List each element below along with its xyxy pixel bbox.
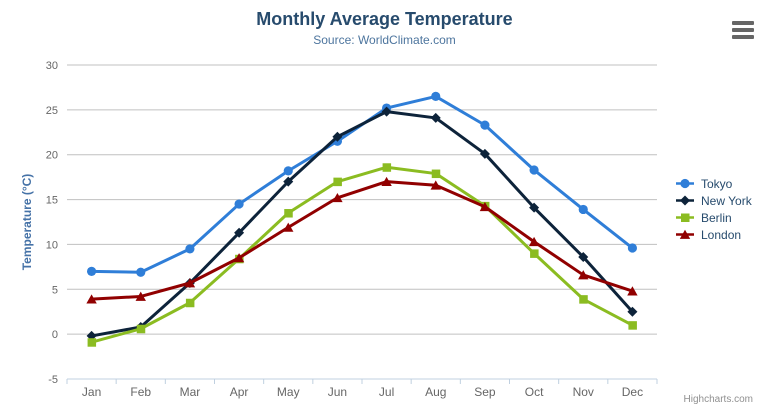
data-point-berlin[interactable]: [431, 169, 441, 179]
x-axis-label: May: [277, 385, 300, 399]
data-point-berlin[interactable]: [136, 324, 146, 334]
data-point-tokyo[interactable]: [283, 166, 293, 176]
data-point-berlin[interactable]: [333, 177, 342, 187]
series-line-new-york: [90, 110, 634, 338]
data-point-new-york[interactable]: [529, 202, 540, 213]
data-point-berlin[interactable]: [382, 163, 392, 172]
data-point-london[interactable]: [135, 291, 146, 301]
x-axis-label: Mar: [180, 385, 201, 399]
data-point-london[interactable]: [528, 236, 540, 247]
series-line-london: [90, 180, 634, 301]
legend-item-new-york[interactable]: New York: [676, 192, 752, 209]
y-axis-label: 10: [46, 239, 58, 251]
legend-label: Berlin: [701, 210, 732, 225]
chart-subtitle: Source: WorldClimate.com: [313, 33, 456, 47]
data-point-berlin[interactable]: [284, 209, 293, 218]
x-axis-label: Oct: [525, 385, 544, 399]
y-axis-label: 20: [46, 150, 58, 162]
legend-symbol: [680, 178, 690, 189]
data-point-new-york[interactable]: [430, 112, 441, 123]
x-axis-label: Apr: [230, 385, 249, 399]
legend-label: London: [701, 227, 742, 242]
data-point-tokyo[interactable]: [234, 199, 244, 209]
data-point-tokyo[interactable]: [480, 120, 490, 130]
y-axis-label: 0: [52, 329, 58, 341]
legend-symbol: [681, 213, 690, 222]
legend-label: Tokyo: [701, 176, 733, 191]
data-point-tokyo[interactable]: [86, 266, 97, 276]
x-axis-label: Feb: [130, 385, 151, 399]
data-point-london[interactable]: [479, 201, 491, 212]
legend-symbol: [679, 229, 691, 239]
x-axis-label: Jun: [328, 385, 347, 399]
data-point-london[interactable]: [627, 286, 638, 296]
data-point-new-york[interactable]: [283, 176, 294, 187]
data-point-tokyo[interactable]: [578, 204, 588, 215]
data-point-new-york[interactable]: [332, 131, 343, 142]
data-point-london[interactable]: [86, 294, 97, 304]
x-axis-label: Sep: [474, 385, 496, 399]
credits-link[interactable]: Highcharts.com: [683, 394, 753, 405]
data-point-new-york[interactable]: [381, 106, 392, 117]
y-axis-label: 15: [46, 195, 58, 207]
data-point-tokyo[interactable]: [529, 165, 539, 175]
x-axis-label: Jan: [82, 385, 101, 399]
x-axis-label: Nov: [573, 385, 594, 399]
legend-item-london[interactable]: London: [676, 226, 752, 243]
data-point-berlin[interactable]: [628, 321, 637, 330]
data-point-berlin[interactable]: [579, 295, 588, 304]
x-axis-label: Dec: [622, 385, 643, 399]
y-axis-label: 5: [52, 284, 58, 296]
data-point-tokyo[interactable]: [185, 244, 195, 254]
legend-label: New York: [701, 193, 752, 208]
legend-marker-square-icon: [676, 213, 694, 222]
data-point-london[interactable]: [184, 278, 196, 288]
data-point-berlin[interactable]: [530, 249, 539, 258]
y-axis-label: -5: [48, 374, 58, 386]
legend-symbol: [680, 195, 690, 206]
hamburger-icon: [732, 35, 754, 39]
legend-item-tokyo[interactable]: Tokyo: [676, 175, 752, 192]
data-point-tokyo[interactable]: [627, 243, 638, 253]
legend-marker-diamond-icon: [676, 195, 694, 206]
data-point-london[interactable]: [578, 270, 589, 280]
y-axis-label: 30: [46, 60, 58, 72]
data-point-london[interactable]: [381, 176, 392, 187]
data-point-london[interactable]: [233, 253, 245, 263]
legend-item-berlin[interactable]: Berlin: [676, 209, 752, 226]
legend: Tokyo New York Berlin London: [676, 175, 752, 243]
data-point-tokyo[interactable]: [136, 267, 146, 277]
data-point-new-york[interactable]: [234, 227, 245, 238]
y-axis-title: Temperature (°C): [20, 173, 34, 271]
export-menu-button[interactable]: [732, 21, 756, 39]
data-point-new-york[interactable]: [578, 251, 589, 262]
hamburger-icon: [732, 21, 754, 25]
x-axis-label: Aug: [425, 385, 446, 399]
data-point-berlin[interactable]: [87, 338, 97, 347]
x-axis-label: Jul: [379, 385, 394, 399]
chart-title: Monthly Average Temperature: [256, 9, 513, 29]
data-point-tokyo[interactable]: [431, 91, 441, 101]
y-axis-label: 25: [46, 105, 58, 117]
hamburger-icon: [732, 28, 754, 32]
data-point-london[interactable]: [430, 180, 441, 190]
legend-marker-triangle-icon: [676, 229, 694, 239]
data-point-london[interactable]: [332, 192, 343, 203]
data-point-london[interactable]: [283, 222, 294, 232]
data-point-new-york[interactable]: [627, 306, 638, 317]
series-line-berlin: [90, 165, 634, 344]
data-point-berlin[interactable]: [185, 298, 195, 308]
data-point-new-york[interactable]: [479, 148, 490, 159]
legend-marker-circle-icon: [676, 178, 694, 189]
